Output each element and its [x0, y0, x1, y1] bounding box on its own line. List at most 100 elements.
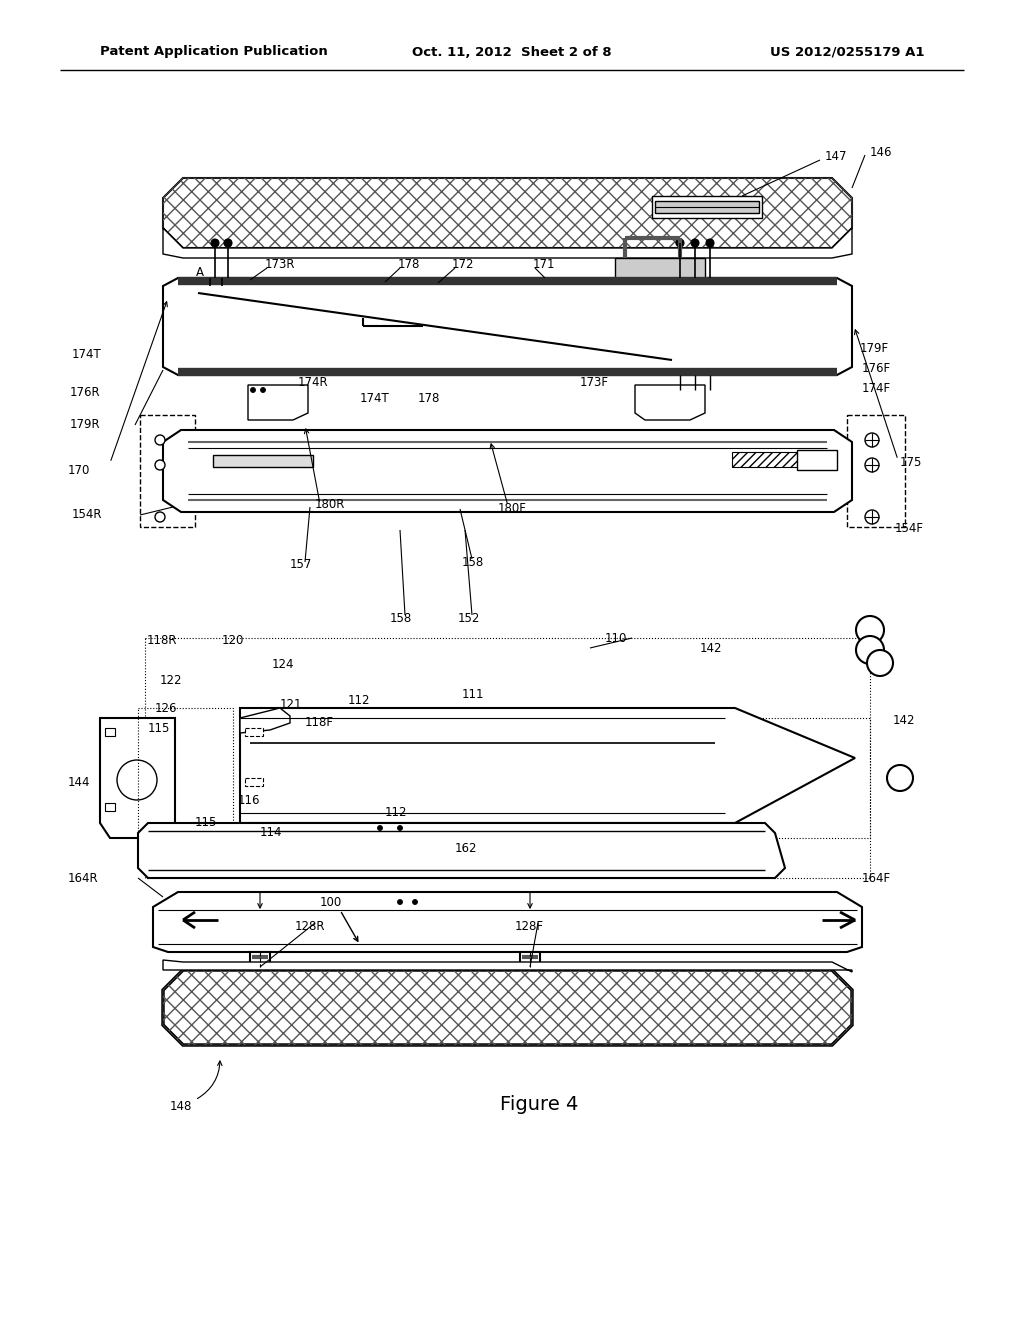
- Text: 128F: 128F: [515, 920, 544, 932]
- Text: 110: 110: [605, 631, 628, 644]
- Polygon shape: [163, 960, 852, 972]
- Text: 171: 171: [534, 259, 555, 272]
- Text: 173R: 173R: [265, 259, 296, 272]
- Polygon shape: [163, 279, 852, 375]
- Circle shape: [865, 433, 879, 447]
- Text: 115: 115: [195, 816, 217, 829]
- Bar: [140, 414, 195, 527]
- Text: 178: 178: [418, 392, 440, 404]
- Polygon shape: [100, 718, 175, 838]
- Text: 162: 162: [455, 842, 477, 854]
- Text: 148: 148: [170, 1101, 193, 1114]
- Text: 158: 158: [390, 611, 413, 624]
- Text: Figure 4: Figure 4: [500, 1096, 579, 1114]
- Text: 116: 116: [238, 793, 260, 807]
- Bar: [652, 195, 762, 218]
- Text: 147: 147: [825, 150, 848, 164]
- Bar: [138, 708, 233, 838]
- Polygon shape: [163, 228, 852, 257]
- Circle shape: [867, 649, 893, 676]
- Polygon shape: [163, 970, 852, 1045]
- Circle shape: [865, 458, 879, 473]
- Text: 111: 111: [462, 689, 484, 701]
- Text: 118R: 118R: [147, 634, 177, 647]
- Polygon shape: [138, 822, 785, 878]
- Text: 144: 144: [68, 776, 90, 788]
- Text: 154F: 154F: [895, 521, 924, 535]
- Text: 172: 172: [452, 259, 474, 272]
- Text: 178: 178: [398, 259, 421, 272]
- Text: 152: 152: [458, 611, 480, 624]
- Text: 164R: 164R: [68, 871, 98, 884]
- Bar: [732, 451, 812, 467]
- Circle shape: [856, 616, 884, 644]
- Text: 180F: 180F: [498, 502, 527, 515]
- Polygon shape: [248, 385, 308, 420]
- Polygon shape: [240, 708, 290, 733]
- Text: 115: 115: [148, 722, 170, 734]
- Circle shape: [224, 239, 232, 247]
- Text: 126: 126: [155, 701, 177, 714]
- Text: 128R: 128R: [295, 920, 326, 932]
- Text: 176F: 176F: [862, 362, 891, 375]
- Text: 158: 158: [462, 556, 484, 569]
- Bar: [847, 414, 905, 527]
- Text: 121: 121: [280, 698, 302, 711]
- Circle shape: [155, 512, 165, 521]
- Circle shape: [155, 436, 165, 445]
- Text: 142: 142: [700, 642, 723, 655]
- Text: 100: 100: [319, 895, 342, 908]
- Circle shape: [865, 510, 879, 524]
- Bar: [105, 803, 115, 810]
- Circle shape: [251, 388, 256, 392]
- Text: 118F: 118F: [305, 715, 334, 729]
- Polygon shape: [635, 385, 705, 420]
- Circle shape: [211, 239, 219, 247]
- Text: 174F: 174F: [862, 381, 891, 395]
- Circle shape: [155, 459, 165, 470]
- Text: 175: 175: [900, 455, 923, 469]
- Text: US 2012/0255179 A1: US 2012/0255179 A1: [769, 45, 924, 58]
- Text: 174T: 174T: [360, 392, 390, 404]
- Polygon shape: [250, 952, 270, 983]
- Bar: [105, 729, 115, 737]
- Circle shape: [378, 825, 383, 830]
- Text: 157: 157: [290, 558, 312, 572]
- Text: 124: 124: [272, 659, 295, 672]
- Polygon shape: [153, 892, 862, 952]
- Text: 170: 170: [68, 463, 90, 477]
- Circle shape: [260, 388, 265, 392]
- Circle shape: [706, 239, 714, 247]
- Text: 179F: 179F: [860, 342, 889, 355]
- Text: 114: 114: [260, 825, 283, 838]
- Text: 146: 146: [870, 147, 893, 160]
- Bar: [615, 257, 705, 279]
- Circle shape: [117, 760, 157, 800]
- Text: 164F: 164F: [862, 871, 891, 884]
- Text: 174T: 174T: [72, 348, 101, 362]
- Bar: [797, 450, 837, 470]
- Bar: [145, 638, 870, 878]
- Circle shape: [887, 766, 913, 791]
- Text: 154R: 154R: [72, 508, 102, 521]
- Bar: [245, 729, 263, 737]
- Text: 180R: 180R: [315, 499, 345, 511]
- Polygon shape: [520, 952, 540, 983]
- Text: Patent Application Publication: Patent Application Publication: [100, 45, 328, 58]
- Circle shape: [397, 825, 402, 830]
- Circle shape: [856, 636, 884, 664]
- Circle shape: [397, 899, 402, 904]
- Text: 176R: 176R: [70, 387, 100, 400]
- Bar: [655, 201, 759, 213]
- Circle shape: [691, 239, 699, 247]
- Text: 120: 120: [222, 634, 245, 647]
- Text: Oct. 11, 2012  Sheet 2 of 8: Oct. 11, 2012 Sheet 2 of 8: [413, 45, 611, 58]
- Text: 174R: 174R: [298, 376, 329, 389]
- Polygon shape: [163, 430, 852, 512]
- Bar: [245, 777, 263, 785]
- Text: 112: 112: [348, 693, 371, 706]
- Bar: [730, 718, 870, 838]
- Circle shape: [676, 239, 684, 247]
- Text: 112: 112: [385, 805, 408, 818]
- Polygon shape: [163, 178, 852, 248]
